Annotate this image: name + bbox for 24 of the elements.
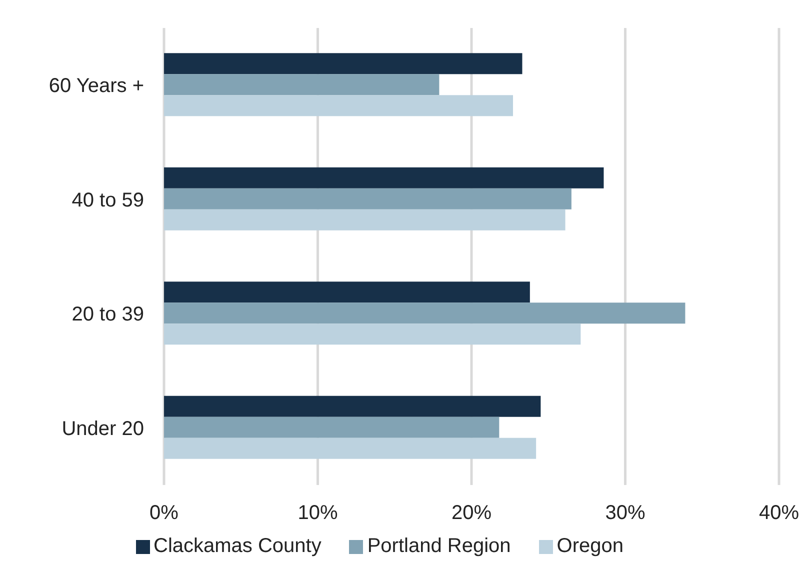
bar [164, 167, 604, 188]
legend-label: Portland Region [367, 535, 511, 557]
legend-label: Oregon [556, 535, 624, 557]
x-tick-label: 0% [150, 502, 179, 524]
bar [164, 438, 536, 459]
y-tick-label: 40 to 59 [72, 189, 144, 212]
bar [164, 282, 530, 303]
bar [164, 95, 514, 116]
bar [164, 209, 566, 230]
bar [164, 324, 581, 345]
x-tick-label: 20% [451, 502, 492, 524]
bar [164, 302, 686, 324]
bar [164, 188, 572, 210]
bar [164, 74, 440, 96]
y-tick-label: 20 to 39 [72, 304, 144, 326]
y-tick-label: 60 Years + [48, 75, 144, 98]
x-tick-label: 40% [758, 502, 800, 524]
bar [164, 53, 522, 74]
y-tick-label: Under 20 [62, 418, 144, 440]
x-tick-label: 10% [298, 502, 338, 524]
bar [164, 416, 500, 438]
x-tick-label: 30% [605, 502, 646, 524]
legend-label: Clackamas County [154, 535, 322, 557]
bar [164, 396, 541, 417]
